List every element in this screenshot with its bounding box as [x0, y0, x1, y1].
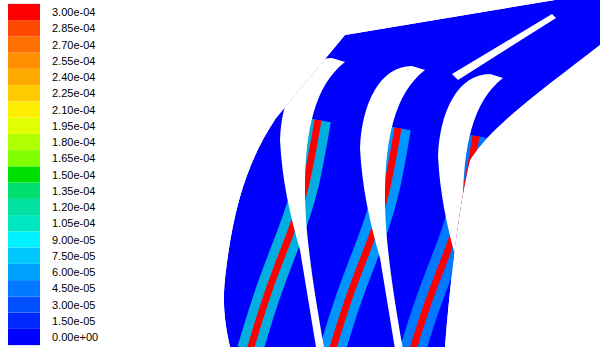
color-bar-swatch: [8, 85, 40, 101]
tick-label: 0.00e+00: [52, 331, 98, 343]
tick: 1.95e-04: [44, 120, 95, 132]
color-bar-swatch: [8, 296, 40, 312]
color-bar-swatch: [8, 134, 40, 150]
color-bar-swatch: [8, 280, 40, 296]
color-bar-swatch: [8, 150, 40, 166]
tick-label: 1.95e-04: [52, 120, 95, 132]
blade: [360, 66, 425, 347]
color-bar-swatch: [8, 199, 40, 215]
color-bar-axis: 0.00e+00 1.50e-05 3.00e-05 4.50e-05 6.00e-05…: [44, 6, 98, 343]
tick: 3.00e-04: [44, 6, 95, 18]
tick: 1.35e-04: [44, 185, 95, 197]
tick: 4.50e-05: [44, 282, 95, 294]
tick-label: 4.50e-05: [52, 282, 95, 294]
tick-label: 1.20e-04: [52, 201, 95, 213]
tick: 2.25e-04: [44, 87, 95, 99]
color-bar-swatch: [8, 215, 40, 231]
tick: 2.55e-04: [44, 55, 95, 67]
tick: 2.85e-04: [44, 22, 95, 34]
tick: 2.40e-04: [44, 71, 95, 83]
tick-label: 6.00e-05: [52, 266, 95, 278]
tick: 9.00e-05: [44, 234, 95, 246]
color-bar-swatch: [8, 20, 40, 36]
tick: 1.80e-04: [44, 136, 95, 148]
tick: 2.70e-04: [44, 39, 95, 51]
color-bar-swatch: [8, 231, 40, 247]
tick-label: 1.05e-04: [52, 217, 95, 229]
tick: 2.10e-04: [44, 104, 95, 116]
tick-label: 2.10e-04: [52, 104, 95, 116]
tick-label: 3.00e-05: [52, 299, 95, 311]
color-bar-swatch: [8, 248, 40, 264]
color-bar-swatch: [8, 36, 40, 52]
tick: 1.65e-04: [44, 152, 95, 164]
tick-label: 7.50e-05: [52, 250, 95, 262]
tick-label: 2.40e-04: [52, 71, 95, 83]
tick-label: 2.55e-04: [52, 55, 95, 67]
tick-label: 1.50e-05: [52, 315, 95, 327]
tick-label: 1.65e-04: [52, 152, 95, 164]
plot-area: [224, 0, 600, 347]
tick: 1.05e-04: [44, 217, 95, 229]
color-bar-swatch: [8, 101, 40, 117]
blade: [280, 58, 345, 347]
tick: 1.20e-04: [44, 201, 95, 213]
chart: 0.00e+00 1.50e-05 3.00e-05 4.50e-05 6.00e-05…: [0, 0, 607, 347]
color-bar-swatch: [8, 264, 40, 280]
color-bar-swatch: [8, 166, 40, 182]
tick: 0.00e+00: [44, 331, 98, 343]
tick-label: 1.50e-04: [52, 169, 95, 181]
blade: [438, 74, 503, 347]
tick-label: 2.70e-04: [52, 39, 95, 51]
tick-label: 2.85e-04: [52, 22, 95, 34]
color-bar-swatch: [8, 329, 40, 345]
tick-label: 3.00e-04: [52, 6, 95, 18]
color-bar-swatch: [8, 183, 40, 199]
tick: 3.00e-05: [44, 299, 95, 311]
inlet-gap: [452, 14, 556, 80]
color-bar: 0.00e+00 1.50e-05 3.00e-05 4.50e-05 6.00e-05…: [8, 4, 98, 345]
color-bar-swatch: [8, 118, 40, 134]
tick: 7.50e-05: [44, 250, 95, 262]
tick: 6.00e-05: [44, 266, 95, 278]
tick-label: 9.00e-05: [52, 234, 95, 246]
color-bar-swatch: [8, 69, 40, 85]
tick: 1.50e-05: [44, 315, 95, 327]
tick: 1.50e-04: [44, 169, 95, 181]
tick-label: 1.35e-04: [52, 185, 95, 197]
color-bar-swatch: [8, 4, 40, 20]
color-bar-swatch: [8, 313, 40, 329]
axis-line: [44, 13, 45, 338]
color-bar-swatch: [8, 53, 40, 69]
tick-label: 2.25e-04: [52, 87, 95, 99]
tick-label: 1.80e-04: [52, 136, 95, 148]
